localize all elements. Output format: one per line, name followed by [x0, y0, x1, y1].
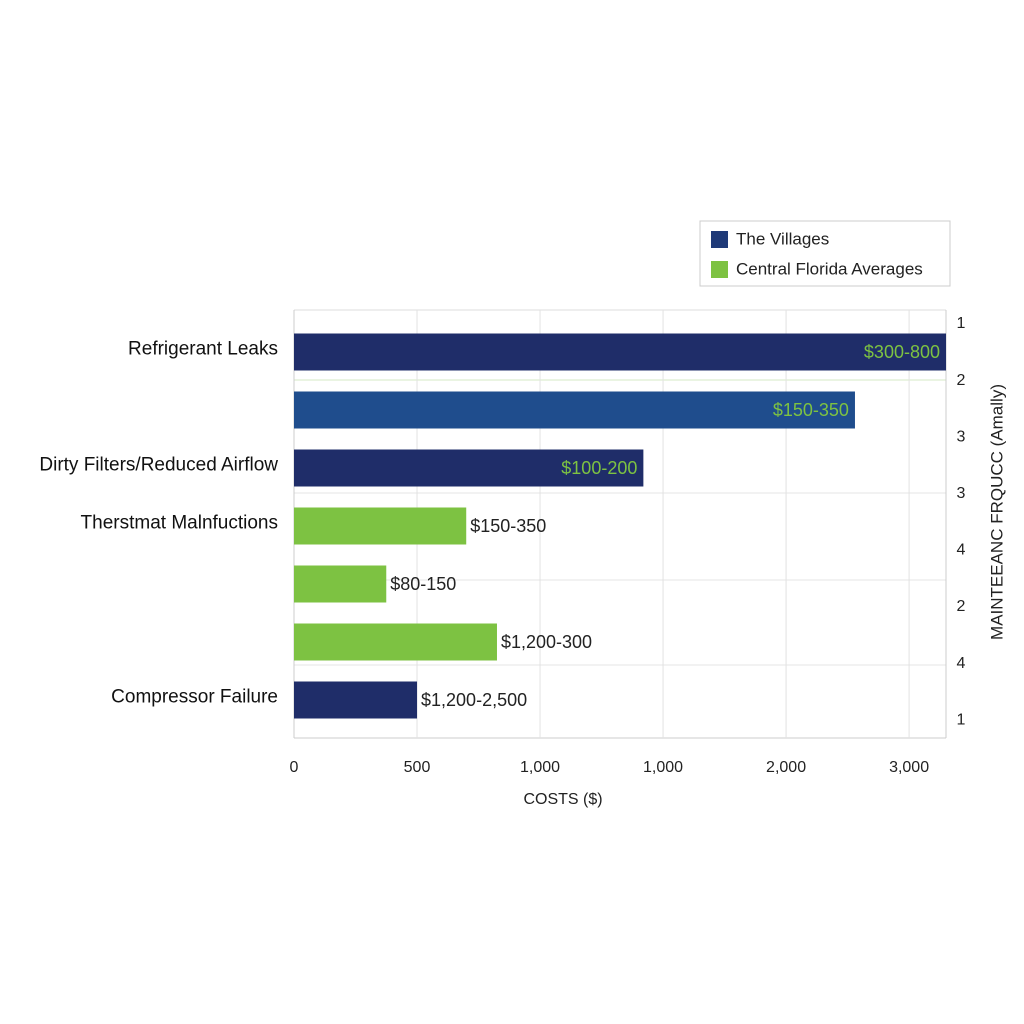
- bar: [294, 449, 644, 487]
- x-axis-title: COSTS ($): [523, 791, 602, 808]
- value-label: $300-800: [864, 342, 940, 362]
- category-label: Refrigerant Leaks: [128, 338, 278, 360]
- category-label: Dirty Filters/Reduced Airflow: [39, 454, 278, 476]
- x-tick-label: 0: [290, 759, 299, 776]
- legend-swatch: [711, 231, 728, 248]
- value-label: $150-350: [773, 400, 849, 420]
- legend-swatch: [711, 261, 728, 278]
- category-label: Compressor Failure: [111, 686, 278, 708]
- bar: [294, 565, 387, 603]
- value-label: $100-200: [561, 458, 637, 478]
- legend-box: [699, 220, 951, 287]
- y2-tick-label: 3: [957, 485, 966, 502]
- legend-label: The Villages: [736, 229, 829, 248]
- value-label: $150-350: [470, 516, 546, 536]
- y2-tick-label: 4: [957, 655, 966, 672]
- value-label: $1,200-2,500: [421, 690, 527, 710]
- x-tick-label: 500: [404, 759, 431, 776]
- value-label: $80-150: [390, 574, 456, 594]
- bar: [294, 391, 855, 429]
- y2-tick-label: 2: [957, 598, 966, 615]
- y2-tick-label: 3: [957, 428, 966, 445]
- y2-tick-label: 1: [957, 315, 966, 332]
- bar: [294, 681, 418, 719]
- x-tick-label: 2,000: [766, 759, 806, 776]
- y2-axis-title: MAINTEEANC FRQUCC (Amally): [987, 384, 1006, 640]
- x-tick-label: 3,000: [889, 759, 929, 776]
- bar: [294, 623, 497, 661]
- bar: [294, 333, 946, 371]
- value-label: $1,200-300: [501, 632, 592, 652]
- category-label: Therstmat Malnfuctions: [80, 512, 278, 534]
- bar: [294, 507, 467, 545]
- legend-label: Central Florida Averages: [736, 259, 923, 278]
- x-tick-label: 1,000: [520, 759, 560, 776]
- y2-tick-label: 1: [957, 711, 966, 728]
- y2-tick-label: 2: [957, 372, 966, 389]
- y2-tick-label: 4: [957, 542, 966, 559]
- x-tick-label: 1,000: [643, 759, 683, 776]
